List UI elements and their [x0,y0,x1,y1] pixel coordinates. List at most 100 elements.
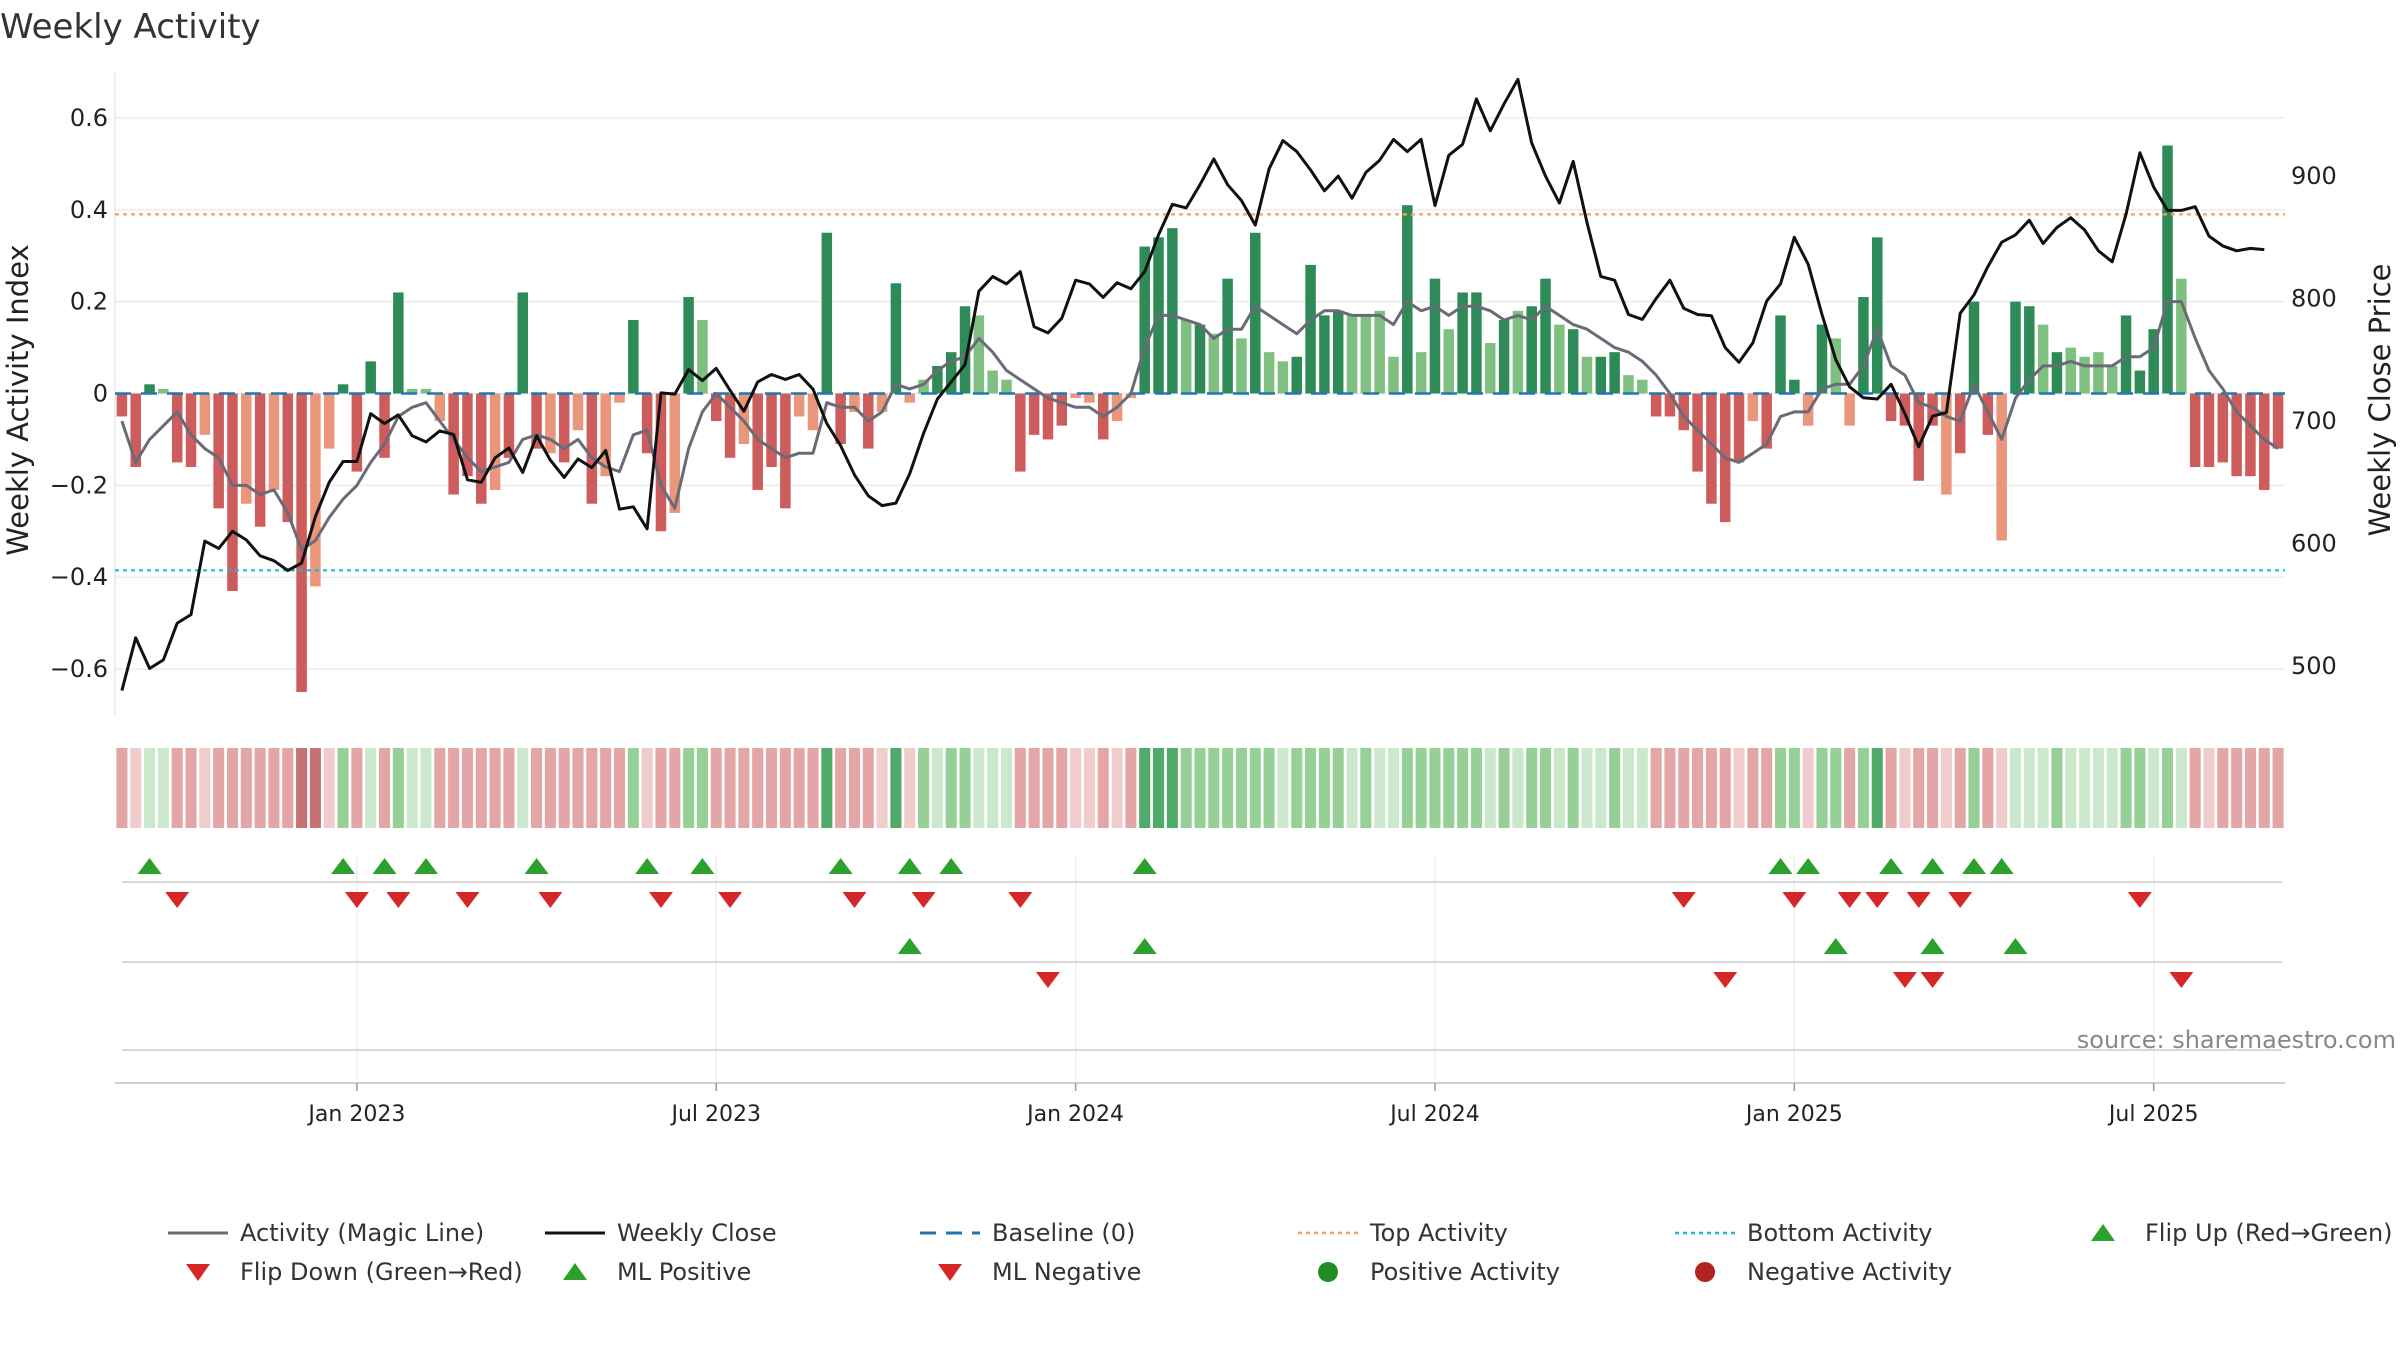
activity-bar [185,393,197,467]
heat-cell [1802,748,1814,828]
heat-cell [448,748,460,828]
activity-bar [1498,320,1510,394]
flip-up-marker [1962,858,1987,874]
heat-cell [1042,748,1054,828]
activity-bar [1775,315,1786,394]
flip-down-marker [538,892,563,908]
activity-bar [1346,315,1358,394]
activity-bar [1913,393,1924,481]
legend-label: ML Negative [992,1258,1141,1286]
activity-bar [1139,246,1150,394]
heat-cell [1166,748,1178,828]
heat-cell [1457,748,1469,828]
ml-negative-marker [1713,972,1738,988]
heat-cell [1139,748,1151,828]
heat-cell [2134,748,2146,828]
x-tick-label: Jan 2025 [1744,1102,1843,1127]
x-tick-label: Jul 2025 [2107,1102,2199,1127]
flip-down-marker [842,892,867,908]
heat-cell [1415,748,1427,828]
heat-cell [600,748,612,828]
activity-bar [199,393,211,435]
legend-label: Weekly Close [617,1219,777,1247]
heat-cell [572,748,584,828]
heat-cell [641,748,653,828]
heat-cell [2175,748,2187,828]
activity-bar [1706,393,1717,504]
flip-down-marker [648,892,673,908]
heat-cell [1153,748,1165,828]
activity-bar [766,393,777,467]
activity-bar [697,320,708,394]
heat-cell [185,748,197,828]
heat-cell [1968,748,1980,828]
heat-cell [420,748,432,828]
activity-bar [2245,393,2256,477]
heat-cell [406,748,418,828]
activity-bar [655,393,667,532]
activity-bar [2148,329,2159,394]
ml-negative-marker [1892,972,1917,988]
activity-bar [1485,342,1496,394]
heat-cell [1581,748,1593,828]
activity-bar [1761,393,1772,449]
activity-bar [641,393,653,454]
activity-bar [1194,324,1206,394]
activity-bar [1747,393,1759,422]
activity-bar [614,393,625,403]
activity-bar [2093,352,2104,394]
activity-bar [1167,228,1178,394]
activity-bar [489,393,501,490]
heat-cell [2065,748,2077,828]
heat-cell [987,748,999,828]
heat-cell [2120,748,2132,828]
x-tick-label: Jan 2024 [1025,1102,1124,1127]
activity-bar [793,393,805,417]
legend-label: Flip Down (Green→Red) [240,1258,523,1286]
activity-bar [1816,324,1828,394]
heat-cell [1719,748,1731,828]
activity-bar [710,393,722,422]
activity-bar [1429,278,1441,394]
activity-bar [1637,379,1648,394]
activity-bar [2134,370,2146,394]
activity-bar [945,352,957,394]
heat-cell [199,748,211,828]
activity-bar [724,393,736,458]
flip-up-marker [331,858,356,874]
activity-bar [628,320,639,394]
flip-down-marker [718,892,743,908]
heat-cell [1636,748,1648,828]
legend-item-neg: Negative Activity [1695,1258,1952,1286]
heat-cell [848,748,860,828]
activity-bar [1954,393,1966,454]
heat-cell [890,748,902,828]
activity-bar [1125,393,1137,399]
legend-label: Activity (Magic Line) [240,1219,484,1247]
heat-cell [1871,748,1883,828]
heat-cell [1194,748,1206,828]
activity-bar [130,393,141,467]
heat-cell [1028,748,1040,828]
heat-cell [959,748,971,828]
ml-negative-marker [1920,972,1945,988]
legend-item-pos: Positive Activity [1318,1258,1560,1286]
activity-bar [2120,315,2132,394]
y2-tick-label: 700 [2291,407,2337,435]
heat-cell [2203,748,2215,828]
heat-cell [1222,748,1234,828]
y-tick-label: 0.2 [70,288,108,316]
activity-bar [669,393,681,513]
activity-bar [1402,205,1413,394]
activity-bar [1899,393,1911,426]
flip-up-marker [690,858,715,874]
heat-cell [213,748,225,828]
heat-cell [558,748,570,828]
heat-cell [1484,748,1496,828]
y-tick-label: 0 [93,380,108,408]
heat-cell [2258,748,2270,828]
activity-bar [503,393,515,458]
legend-swatch [1318,1262,1338,1282]
flip-up-marker [1879,858,1904,874]
activity-bar [1678,393,1690,431]
